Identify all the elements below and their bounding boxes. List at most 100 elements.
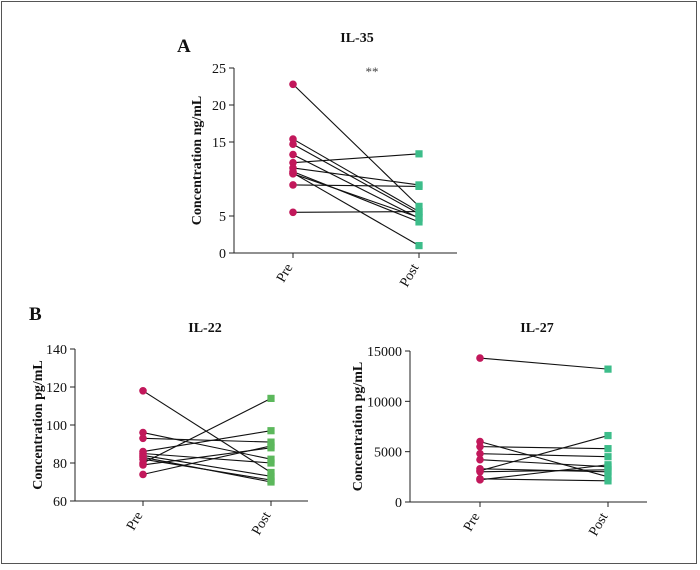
post-point (415, 213, 423, 222)
pre-point (139, 387, 147, 395)
pre-point (139, 428, 147, 437)
pre-point (476, 468, 484, 476)
post-point (267, 394, 275, 402)
pair-line (292, 138, 420, 213)
chart-title: IL-22 (188, 321, 221, 336)
pair-line (479, 435, 609, 472)
post-point (604, 365, 612, 373)
pair-line (142, 456, 272, 483)
x-tick-label: Pre (124, 510, 146, 534)
pair-line (292, 173, 420, 218)
chart-title: IL-35 (340, 31, 373, 46)
post-point (267, 478, 275, 486)
x-tick-label: Pre (461, 511, 483, 535)
y-tick-label: 80 (53, 457, 67, 472)
pair-line (292, 171, 420, 223)
x-tick-label: Post (586, 510, 611, 538)
pair-line (479, 478, 609, 482)
pre-point (289, 208, 297, 217)
pair-line (292, 143, 420, 215)
panel-a-letter: A (177, 36, 191, 57)
post-point (267, 442, 275, 450)
post-point (604, 477, 612, 485)
y-tick-label: 5 (219, 210, 226, 225)
y-tick-label: 5000 (374, 446, 402, 461)
pair-line (142, 445, 272, 475)
y-tick-label: 120 (46, 381, 67, 396)
pair-line (292, 167, 420, 186)
panel-b-letter: B (29, 304, 42, 325)
post-point (604, 473, 612, 481)
y-tick-label: 100 (46, 419, 67, 434)
x-tick-label: Pre (274, 262, 296, 286)
post-point (267, 472, 275, 480)
pair-line (292, 154, 420, 219)
post-point (267, 468, 275, 477)
pair-line (479, 357, 609, 370)
post-point (415, 207, 423, 216)
pre-point (476, 354, 484, 362)
y-tick-label: 0 (395, 496, 402, 511)
pair-line (142, 397, 272, 464)
chart-il27: IL-27 Concentration pg/mL 0 5000 10000 15000 P… (351, 321, 647, 539)
pair-line (292, 211, 420, 213)
pair-line (142, 452, 272, 464)
pre-point (289, 181, 297, 189)
post-point (415, 150, 423, 158)
post-point (415, 182, 423, 190)
post-point (267, 427, 275, 435)
pre-point (289, 80, 297, 89)
pre-point (139, 434, 147, 443)
pre-point (139, 453, 147, 462)
post-point (604, 466, 612, 474)
y-tick-label: 0 (219, 247, 226, 262)
pre-point (289, 150, 297, 159)
y-tick-label: 15 (212, 136, 226, 151)
y-tick-label: 10000 (367, 395, 402, 410)
pair-line (142, 430, 272, 453)
pair-line (479, 469, 609, 473)
pair-line (142, 390, 272, 473)
pair-line (292, 153, 420, 164)
post-point (604, 445, 612, 453)
pre-point (139, 461, 147, 469)
pre-point (476, 455, 484, 464)
pair-line (142, 432, 272, 460)
post-point (267, 455, 275, 463)
post-point (267, 438, 275, 446)
pair-line (479, 446, 609, 450)
chart-il22: IL-22 Concentration pg/mL 60 80 100 120 140 Pre… (31, 321, 308, 538)
y-axis-label: Concentration pg/mL (351, 362, 366, 492)
pair-line (292, 83, 420, 207)
pair-line (142, 437, 272, 443)
pair-line (292, 172, 420, 247)
post-point (415, 242, 423, 250)
pair-line (142, 454, 272, 477)
pair-line (479, 464, 609, 481)
post-point (415, 202, 423, 210)
x-tick-label: Post (249, 509, 274, 537)
post-point (267, 459, 275, 467)
y-tick-label: 25 (212, 62, 226, 77)
x-tick-label: Post (397, 261, 422, 289)
post-point (604, 453, 612, 461)
pair-line (479, 459, 609, 468)
pre-point (476, 476, 484, 484)
pre-point (289, 169, 297, 177)
pre-point (139, 470, 147, 479)
post-point (604, 461, 612, 469)
y-tick-label: 15000 (367, 345, 402, 360)
y-tick-label: 140 (46, 343, 67, 358)
pair-line (292, 184, 420, 187)
pre-point (476, 449, 484, 458)
post-point (604, 431, 612, 440)
y-tick-label: 20 (212, 99, 226, 114)
chart-il35: IL-35 Concentration ng/mL 0 5 15 20 25 Pre Post *… (190, 31, 457, 290)
y-axis-label: Concentration pg/mL (31, 360, 46, 490)
y-axis-label: Concentration ng/mL (190, 96, 205, 226)
pre-point (289, 140, 297, 149)
pair-line (479, 453, 609, 458)
y-tick-label: 60 (53, 495, 67, 510)
